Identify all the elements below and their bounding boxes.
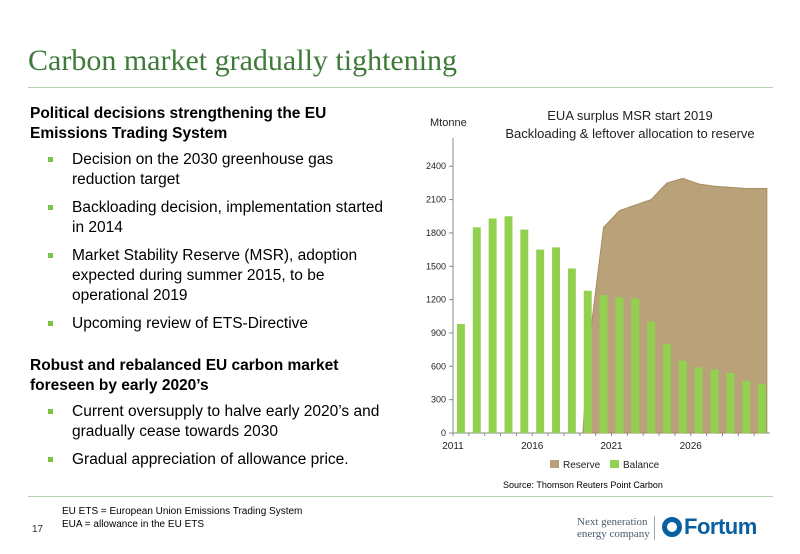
bullet-square-icon [48, 205, 53, 210]
fortum-logo-icon [662, 517, 682, 537]
footnote: EU ETS = European Union Emissions Tradin… [62, 505, 302, 531]
bullet-item: Backloading decision, implementation sta… [48, 198, 390, 238]
legend-reserve-label: Reserve [563, 460, 601, 471]
title-divider [28, 87, 773, 88]
y-tick-label: 2400 [426, 161, 446, 171]
y-tick-label: 900 [431, 328, 446, 338]
bullet-item: Decision on the 2030 greenhouse gas redu… [48, 150, 390, 190]
footnote-line: EUA = allowance in the EU ETS [62, 519, 205, 530]
y-tick-label: 600 [431, 361, 446, 371]
bullet-item: Current oversupply to halve early 2020’s… [48, 402, 390, 442]
section1-heading: Political decisions strengthening the EU… [30, 105, 327, 142]
bullet-text: Upcoming review of ETS-Directive [72, 315, 309, 332]
balance-bar [472, 227, 481, 433]
bullet-text: Backloading decision, implementation sta… [72, 199, 384, 236]
chart-subtitle: Backloading & leftover allocation to res… [505, 126, 754, 141]
bullet-text: Decision on the 2030 greenhouse gas redu… [72, 151, 334, 188]
x-tick-label: 2016 [521, 441, 544, 452]
y-tick-label: 1800 [426, 228, 446, 238]
balance-bar [631, 298, 640, 433]
footer-divider [28, 496, 773, 497]
left-text-column: Political decisions strengthening the EU… [30, 104, 390, 478]
legend-balance-label: Balance [623, 460, 660, 471]
balance-bar [663, 344, 671, 433]
x-tick-label: 2011 [442, 441, 464, 452]
legend-balance-swatch [610, 460, 619, 468]
bullet-text: Market Stability Reserve (MSR), adoption… [72, 247, 358, 304]
bullet-square-icon [48, 253, 53, 258]
bullet-square-icon [48, 457, 53, 462]
tagline-line: energy company [577, 528, 650, 540]
balance-bar [488, 218, 497, 433]
balance-bar [742, 380, 751, 433]
bullet-square-icon [48, 409, 53, 414]
y-tick-label: 1500 [426, 261, 446, 271]
balance-bar [599, 295, 608, 433]
bullet-square-icon [48, 321, 53, 326]
x-tick-label: 2021 [600, 441, 623, 452]
bullet-item: Gradual appreciation of allowance price. [48, 450, 390, 470]
section1-bullets: Decision on the 2030 greenhouse gas redu… [48, 150, 390, 334]
company-tagline: Next generation energy company [577, 516, 650, 540]
footnote-line: EU ETS = European Union Emissions Tradin… [62, 506, 303, 517]
balance-bar [710, 369, 719, 433]
bullet-item: Market Stability Reserve (MSR), adoption… [48, 246, 390, 306]
chart-source: Source: Thomson Reuters Point Carbon [503, 480, 663, 490]
balance-bar [647, 321, 656, 433]
y-tick-label: 1200 [426, 295, 446, 305]
y-tick-label: 300 [431, 395, 446, 405]
logo-divider [654, 516, 655, 540]
balance-bar [520, 229, 529, 433]
eua-surplus-chart: EUA surplus MSR start 2019 Backloading & … [426, 108, 770, 471]
balance-bar [694, 367, 703, 433]
logo-text: Fortum [684, 514, 757, 539]
balance-bar [536, 249, 545, 433]
balance-bar [726, 372, 735, 433]
balance-bar [678, 360, 687, 433]
balance-bar [615, 297, 624, 433]
bullet-square-icon [48, 157, 53, 162]
slide-title: Carbon market gradually tightening [28, 44, 458, 77]
chart-title: EUA surplus MSR start 2019 [547, 108, 712, 123]
bullet-text: Current oversupply to halve early 2020’s… [72, 403, 380, 440]
x-tick-label: 2026 [680, 441, 703, 452]
y-axis-label: Mtonne [430, 117, 467, 129]
section2-heading: Robust and rebalanced EU carbon market f… [30, 357, 339, 394]
section2-bullets: Current oversupply to halve early 2020’s… [48, 402, 390, 470]
page-number: 17 [32, 524, 44, 535]
legend-reserve-swatch [550, 460, 559, 468]
y-tick-label: 0 [441, 428, 446, 438]
balance-bar [583, 290, 592, 433]
fortum-logo: Fortum [662, 514, 757, 540]
balance-bar [552, 247, 560, 433]
bullet-text: Gradual appreciation of allowance price. [72, 451, 349, 468]
tagline-line: Next generation [577, 516, 648, 528]
reserve-area [582, 177, 768, 434]
balance-bar [504, 216, 513, 433]
y-tick-label: 2100 [426, 195, 446, 205]
balance-bar [758, 384, 767, 433]
balance-bar [567, 268, 576, 433]
balance-bar [456, 324, 465, 433]
bullet-item: Upcoming review of ETS-Directive [48, 314, 390, 334]
